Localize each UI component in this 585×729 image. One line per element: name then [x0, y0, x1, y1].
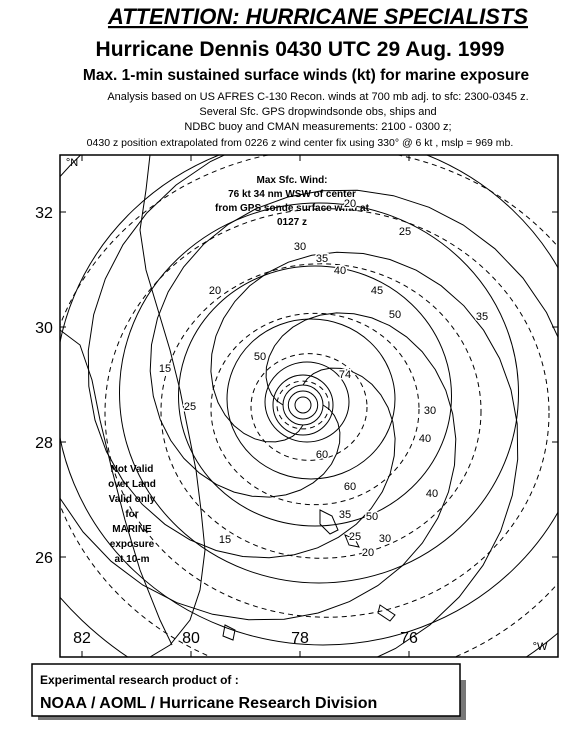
subtitle: Hurricane Dennis 0430 UTC 29 Aug. 1999 — [96, 38, 505, 61]
coastline — [60, 329, 173, 646]
lat-label: 30 — [35, 320, 53, 337]
note: Analysis based on US AFRES C-130 Recon. … — [107, 91, 528, 103]
lat-label: 28 — [35, 435, 53, 452]
lat-label: 26 — [35, 550, 53, 567]
contour-label: 25 — [349, 531, 361, 543]
lat-label: 32 — [35, 205, 53, 222]
contour-label: 35 — [316, 253, 328, 265]
isotach — [264, 361, 350, 443]
validity-note: Valid only — [109, 494, 156, 505]
contour-label: 20 — [362, 547, 374, 559]
note: Several Sfc. GPS dropwindsonde obs, ship… — [199, 106, 436, 118]
validity-note: MARINE — [112, 524, 152, 535]
streamline — [87, 155, 396, 559]
lon-label: 80 — [182, 630, 200, 647]
lon-unit: °W — [533, 641, 548, 653]
isotach — [287, 390, 319, 420]
eyewall — [272, 374, 334, 436]
footer-box — [31, 663, 461, 717]
note: NDBC buoy and CMAN measurements: 2100 - … — [184, 121, 451, 133]
contour-label: 50 — [254, 351, 266, 363]
annotation: 0127 z — [277, 217, 307, 228]
isotach — [119, 202, 519, 584]
streamline — [60, 312, 457, 621]
isotach — [104, 208, 550, 618]
contour-label: 25 — [184, 401, 196, 413]
contour-label: 60 — [344, 481, 356, 493]
contour-label: 60 — [316, 449, 328, 461]
contour-label: 20 — [209, 285, 221, 297]
contour-label: 74 — [339, 369, 351, 381]
validity-note: Not Valid — [111, 464, 154, 475]
contour-label: 35 — [476, 311, 488, 323]
isotach — [160, 263, 482, 559]
eyewall — [294, 396, 312, 414]
lat-unit: °N — [66, 157, 78, 169]
contour-label: 45 — [371, 285, 383, 297]
isotach — [60, 155, 558, 646]
coastline — [139, 155, 206, 657]
map — [60, 155, 558, 657]
title: ATTENTION: HURRICANE SPECIALISTS — [107, 4, 528, 29]
annotation: from GPS sonde surface wind at — [215, 203, 370, 214]
validity-note: over Land — [108, 479, 156, 490]
lon-label: 78 — [291, 630, 309, 647]
annotation: 76 kt 34 nm WSW of center — [228, 189, 356, 200]
validity-note: at 10-m — [114, 554, 149, 565]
footer-line: NOAA / AOML / Hurricane Research Divisio… — [40, 695, 377, 712]
contour-label: 30 — [379, 533, 391, 545]
isotach — [276, 380, 330, 430]
lon-label: 76 — [400, 630, 418, 647]
bahamas — [222, 509, 396, 641]
contour-label: 50 — [389, 309, 401, 321]
isotach — [226, 318, 396, 480]
contour-label: 15 — [219, 534, 231, 546]
isotach — [210, 312, 420, 506]
heading: Max. 1-min sustained surface winds (kt) … — [83, 67, 530, 84]
contour-label: 40 — [426, 488, 438, 500]
contour-label: 40 — [334, 265, 346, 277]
contour-label: 40 — [419, 433, 431, 445]
streamline — [149, 189, 558, 498]
validity-note: exposure — [110, 539, 155, 550]
contour-label: 20 — [344, 198, 356, 210]
lon-label: 82 — [73, 630, 91, 647]
streamline — [210, 251, 519, 657]
contour-label: 30 — [294, 241, 306, 253]
annotation: Max Sfc. Wind: — [256, 175, 327, 186]
validity-note: for — [125, 509, 138, 520]
isotach — [178, 265, 452, 527]
contour-label: 15 — [159, 363, 171, 375]
contour-label: 35 — [339, 509, 351, 521]
note: 0430 z position extrapolated from 0226 z… — [87, 137, 514, 149]
isotach — [250, 353, 368, 461]
contour-label: 50 — [366, 511, 378, 523]
map-frame — [59, 154, 559, 658]
footer-line: Experimental research product of : — [40, 673, 239, 687]
contour-label: 25 — [399, 226, 411, 238]
contour-label: 30 — [424, 405, 436, 417]
